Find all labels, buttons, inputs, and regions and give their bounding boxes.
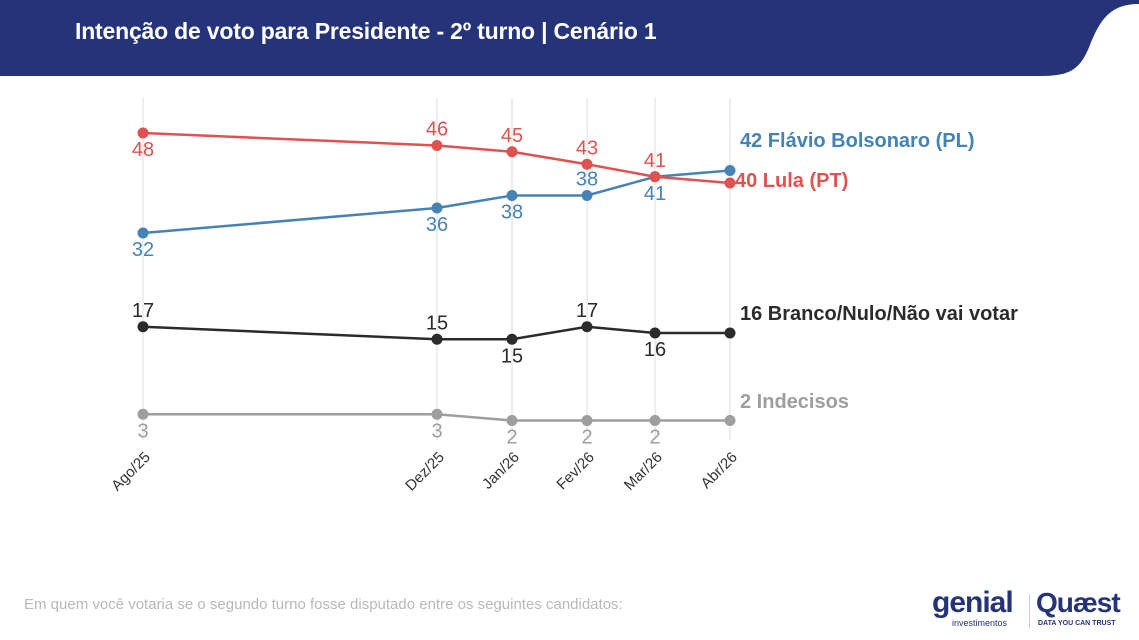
data-point [137, 227, 149, 239]
data-label: 15 [501, 345, 523, 367]
quaest-logo: Quæst [1036, 587, 1121, 618]
x-tick-label: Dez/25 [402, 449, 448, 495]
data-point [506, 190, 518, 201]
data-point [724, 415, 736, 426]
data-point [724, 327, 736, 339]
data-point [506, 415, 518, 426]
data-label: 38 [576, 169, 598, 191]
series-end-label: 16 Branco/Nulo/Não vai votar [740, 303, 1018, 325]
data-point [649, 327, 661, 339]
page-title: Intenção de voto para Presidente - 2º tu… [75, 18, 657, 44]
quaest-logo-sub: DATA YOU CAN TRUST [1038, 620, 1116, 627]
data-point [724, 177, 736, 189]
data-point [431, 408, 443, 420]
series-end-label: 42 Flávio Bolsonaro (PL) [740, 130, 974, 152]
data-point [431, 202, 443, 214]
series-line [142, 325, 730, 341]
data-label: 2 [649, 427, 660, 449]
data-label: 32 [132, 239, 154, 261]
x-tick-label: Mar/26 [621, 449, 666, 494]
genial-logo: genial [932, 586, 1014, 619]
data-label: 48 [132, 139, 154, 161]
data-label: 17 [576, 300, 598, 322]
data-label: 41 [644, 150, 666, 172]
data-label: 36 [426, 214, 448, 236]
series-end-label: 40 Lula (PT) [735, 170, 848, 192]
data-point [581, 190, 593, 201]
data-point [137, 127, 149, 139]
logos: genial investimentos Quæst DATA YOU CAN … [930, 586, 1130, 632]
data-point [137, 408, 149, 420]
data-label: 3 [137, 420, 148, 442]
data-point [581, 415, 593, 426]
data-point [506, 333, 518, 345]
x-tick-label: Fev/26 [553, 449, 597, 493]
data-point [431, 333, 443, 345]
genial-logo-sub: investimentos [952, 618, 1008, 628]
data-label: 15 [426, 312, 448, 334]
data-label: 2 [581, 427, 592, 449]
data-point [724, 165, 736, 176]
data-label: 46 [426, 119, 448, 141]
header-bar [0, 0, 1139, 76]
x-tick-label: Abr/26 [698, 449, 741, 492]
data-label: 2 [506, 427, 517, 449]
data-point [137, 321, 149, 333]
x-tick-label: Jan/26 [479, 449, 523, 493]
series-line [143, 413, 730, 422]
data-point [581, 158, 593, 170]
question-footnote: Em quem você votaria se o segundo turno … [24, 596, 623, 613]
line-chart: Ago/25 Dez/25 Jan/26 Fev/26 Mar/26 Abr/263236… [108, 98, 1018, 495]
x-tick-label: Ago/25 [108, 449, 154, 495]
series-end-label: 2 Indecisos [740, 391, 849, 413]
data-point [649, 171, 661, 183]
data-point [649, 415, 661, 426]
series-line [142, 169, 731, 235]
data-label: 38 [501, 202, 523, 224]
series-line [142, 131, 731, 185]
data-label: 17 [132, 300, 154, 322]
data-label: 41 [644, 183, 666, 205]
data-label: 3 [431, 420, 442, 442]
data-label: 43 [576, 137, 598, 159]
data-point [506, 146, 518, 158]
logo-divider [1029, 594, 1030, 628]
data-label: 16 [644, 339, 666, 361]
data-point [431, 140, 443, 151]
data-label: 45 [501, 125, 523, 147]
data-point [581, 321, 593, 333]
